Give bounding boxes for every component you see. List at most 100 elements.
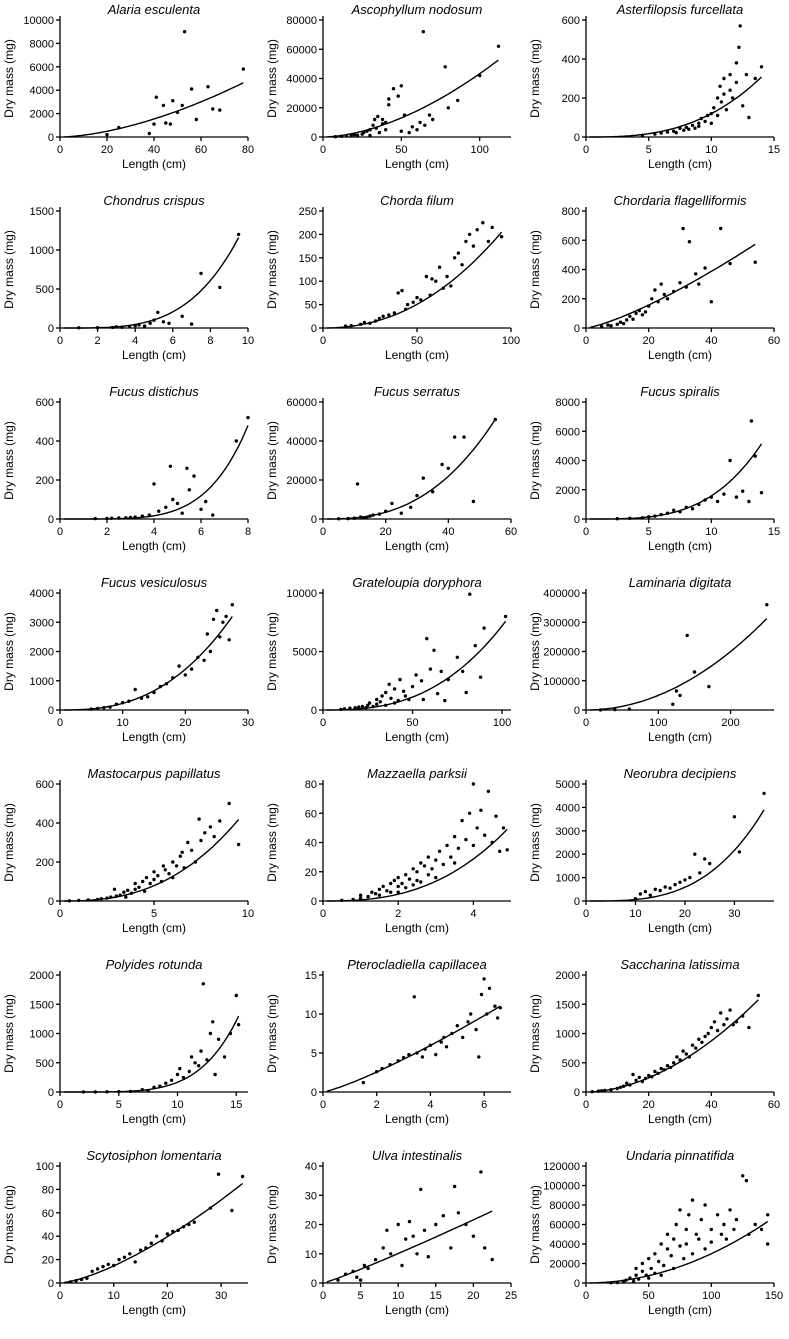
- data-point: [631, 1279, 636, 1283]
- data-point: [142, 324, 147, 328]
- data-point: [206, 85, 210, 89]
- data-point: [446, 106, 450, 110]
- x-tick-label: 60: [505, 526, 517, 538]
- data-point: [435, 691, 440, 696]
- data-point: [189, 667, 194, 671]
- data-point: [490, 1257, 494, 1262]
- data-point: [455, 655, 459, 659]
- data-point: [234, 993, 238, 998]
- x-tick-label: 0: [57, 1099, 63, 1111]
- data-point: [415, 295, 419, 300]
- x-tick-label: 30: [215, 1290, 227, 1302]
- data-point: [640, 1079, 645, 1084]
- y-tick-label: 40000: [286, 74, 317, 86]
- data-point: [218, 285, 222, 290]
- y-tick-label: 0: [311, 705, 317, 717]
- data-point: [340, 898, 344, 902]
- data-point: [471, 499, 476, 504]
- data-point: [353, 706, 357, 710]
- data-point: [368, 321, 372, 325]
- data-point: [634, 311, 638, 316]
- data-point: [640, 1269, 645, 1273]
- chart-fucus-vesiculosus: Fucus vesiculosus 0 1000 2000 3000 4000 0 10 20 3…: [2, 575, 254, 744]
- data-point: [638, 892, 643, 896]
- data-point: [753, 260, 757, 264]
- data-point: [684, 1052, 688, 1056]
- data-point: [168, 464, 173, 468]
- y-tick-label: 1000: [30, 245, 54, 257]
- data-point: [452, 1184, 457, 1189]
- data-point: [644, 1273, 648, 1277]
- data-point: [180, 103, 184, 108]
- data-point: [444, 1045, 449, 1049]
- data-point: [193, 860, 198, 864]
- data-point: [487, 986, 492, 990]
- chart-mastocarpus-papillatus: Mastocarpus papillatus 0 200 400 600 0 5 10 Leng…: [2, 766, 254, 935]
- fit-curve: [326, 59, 499, 138]
- data-point: [703, 1247, 707, 1251]
- data-point: [690, 507, 695, 511]
- data-point: [728, 458, 732, 463]
- data-point: [749, 419, 754, 423]
- data-point: [137, 885, 141, 889]
- y-tick-label: 15: [305, 970, 317, 982]
- data-point: [681, 226, 685, 231]
- data-point: [425, 636, 429, 641]
- data-point: [640, 516, 645, 520]
- data-point: [118, 893, 122, 897]
- data-point: [142, 889, 147, 893]
- fit-curve: [63, 82, 244, 138]
- data-point: [377, 893, 382, 897]
- fit-curve: [589, 1220, 769, 1284]
- data-point: [362, 320, 367, 325]
- y-tick-label: 80: [305, 779, 317, 791]
- data-point: [387, 103, 391, 107]
- data-point: [678, 126, 682, 130]
- data-point: [692, 670, 697, 674]
- data-point: [479, 992, 484, 997]
- data-point: [415, 878, 419, 883]
- data-point: [77, 898, 81, 903]
- chart-title: Chordaria flagelliformis: [614, 193, 747, 208]
- data-point: [709, 495, 713, 499]
- data-point: [466, 1020, 470, 1024]
- data-point: [647, 1276, 651, 1280]
- data-point: [719, 100, 724, 104]
- data-point: [671, 702, 675, 706]
- data-point: [703, 857, 707, 861]
- data-point: [99, 897, 104, 901]
- data-point: [144, 875, 149, 880]
- data-point: [647, 515, 651, 519]
- data-point: [208, 825, 213, 829]
- data-point: [494, 814, 498, 818]
- data-point: [426, 1255, 430, 1259]
- data-point: [95, 326, 100, 330]
- data-point: [378, 700, 382, 704]
- data-point: [477, 1055, 481, 1059]
- y-tick-label: 0: [574, 323, 580, 335]
- data-point: [187, 1222, 191, 1227]
- data-point: [722, 1222, 726, 1227]
- data-point: [161, 320, 166, 324]
- data-point: [637, 1075, 641, 1080]
- y-axis-label: Dry mass (mg): [528, 421, 542, 500]
- y-tick-label: 1000: [30, 676, 54, 688]
- data-point: [404, 1237, 408, 1241]
- y-tick-label: 60: [42, 1208, 54, 1220]
- y-axis-label: Dry mass (mg): [528, 612, 542, 691]
- data-point: [102, 706, 106, 710]
- data-point: [659, 1273, 663, 1277]
- x-tick-label: 6: [170, 335, 176, 347]
- data-point: [222, 1055, 227, 1059]
- data-point: [496, 44, 501, 48]
- y-axis-label: Dry mass (mg): [265, 230, 279, 309]
- data-point: [653, 1252, 657, 1256]
- data-point: [396, 698, 400, 703]
- x-axis-label: Length (cm): [648, 1112, 712, 1126]
- data-point: [117, 1090, 121, 1094]
- data-point: [387, 682, 391, 686]
- data-point: [687, 240, 692, 244]
- data-point: [126, 888, 130, 892]
- data-point: [766, 1213, 770, 1217]
- data-point: [647, 1073, 651, 1078]
